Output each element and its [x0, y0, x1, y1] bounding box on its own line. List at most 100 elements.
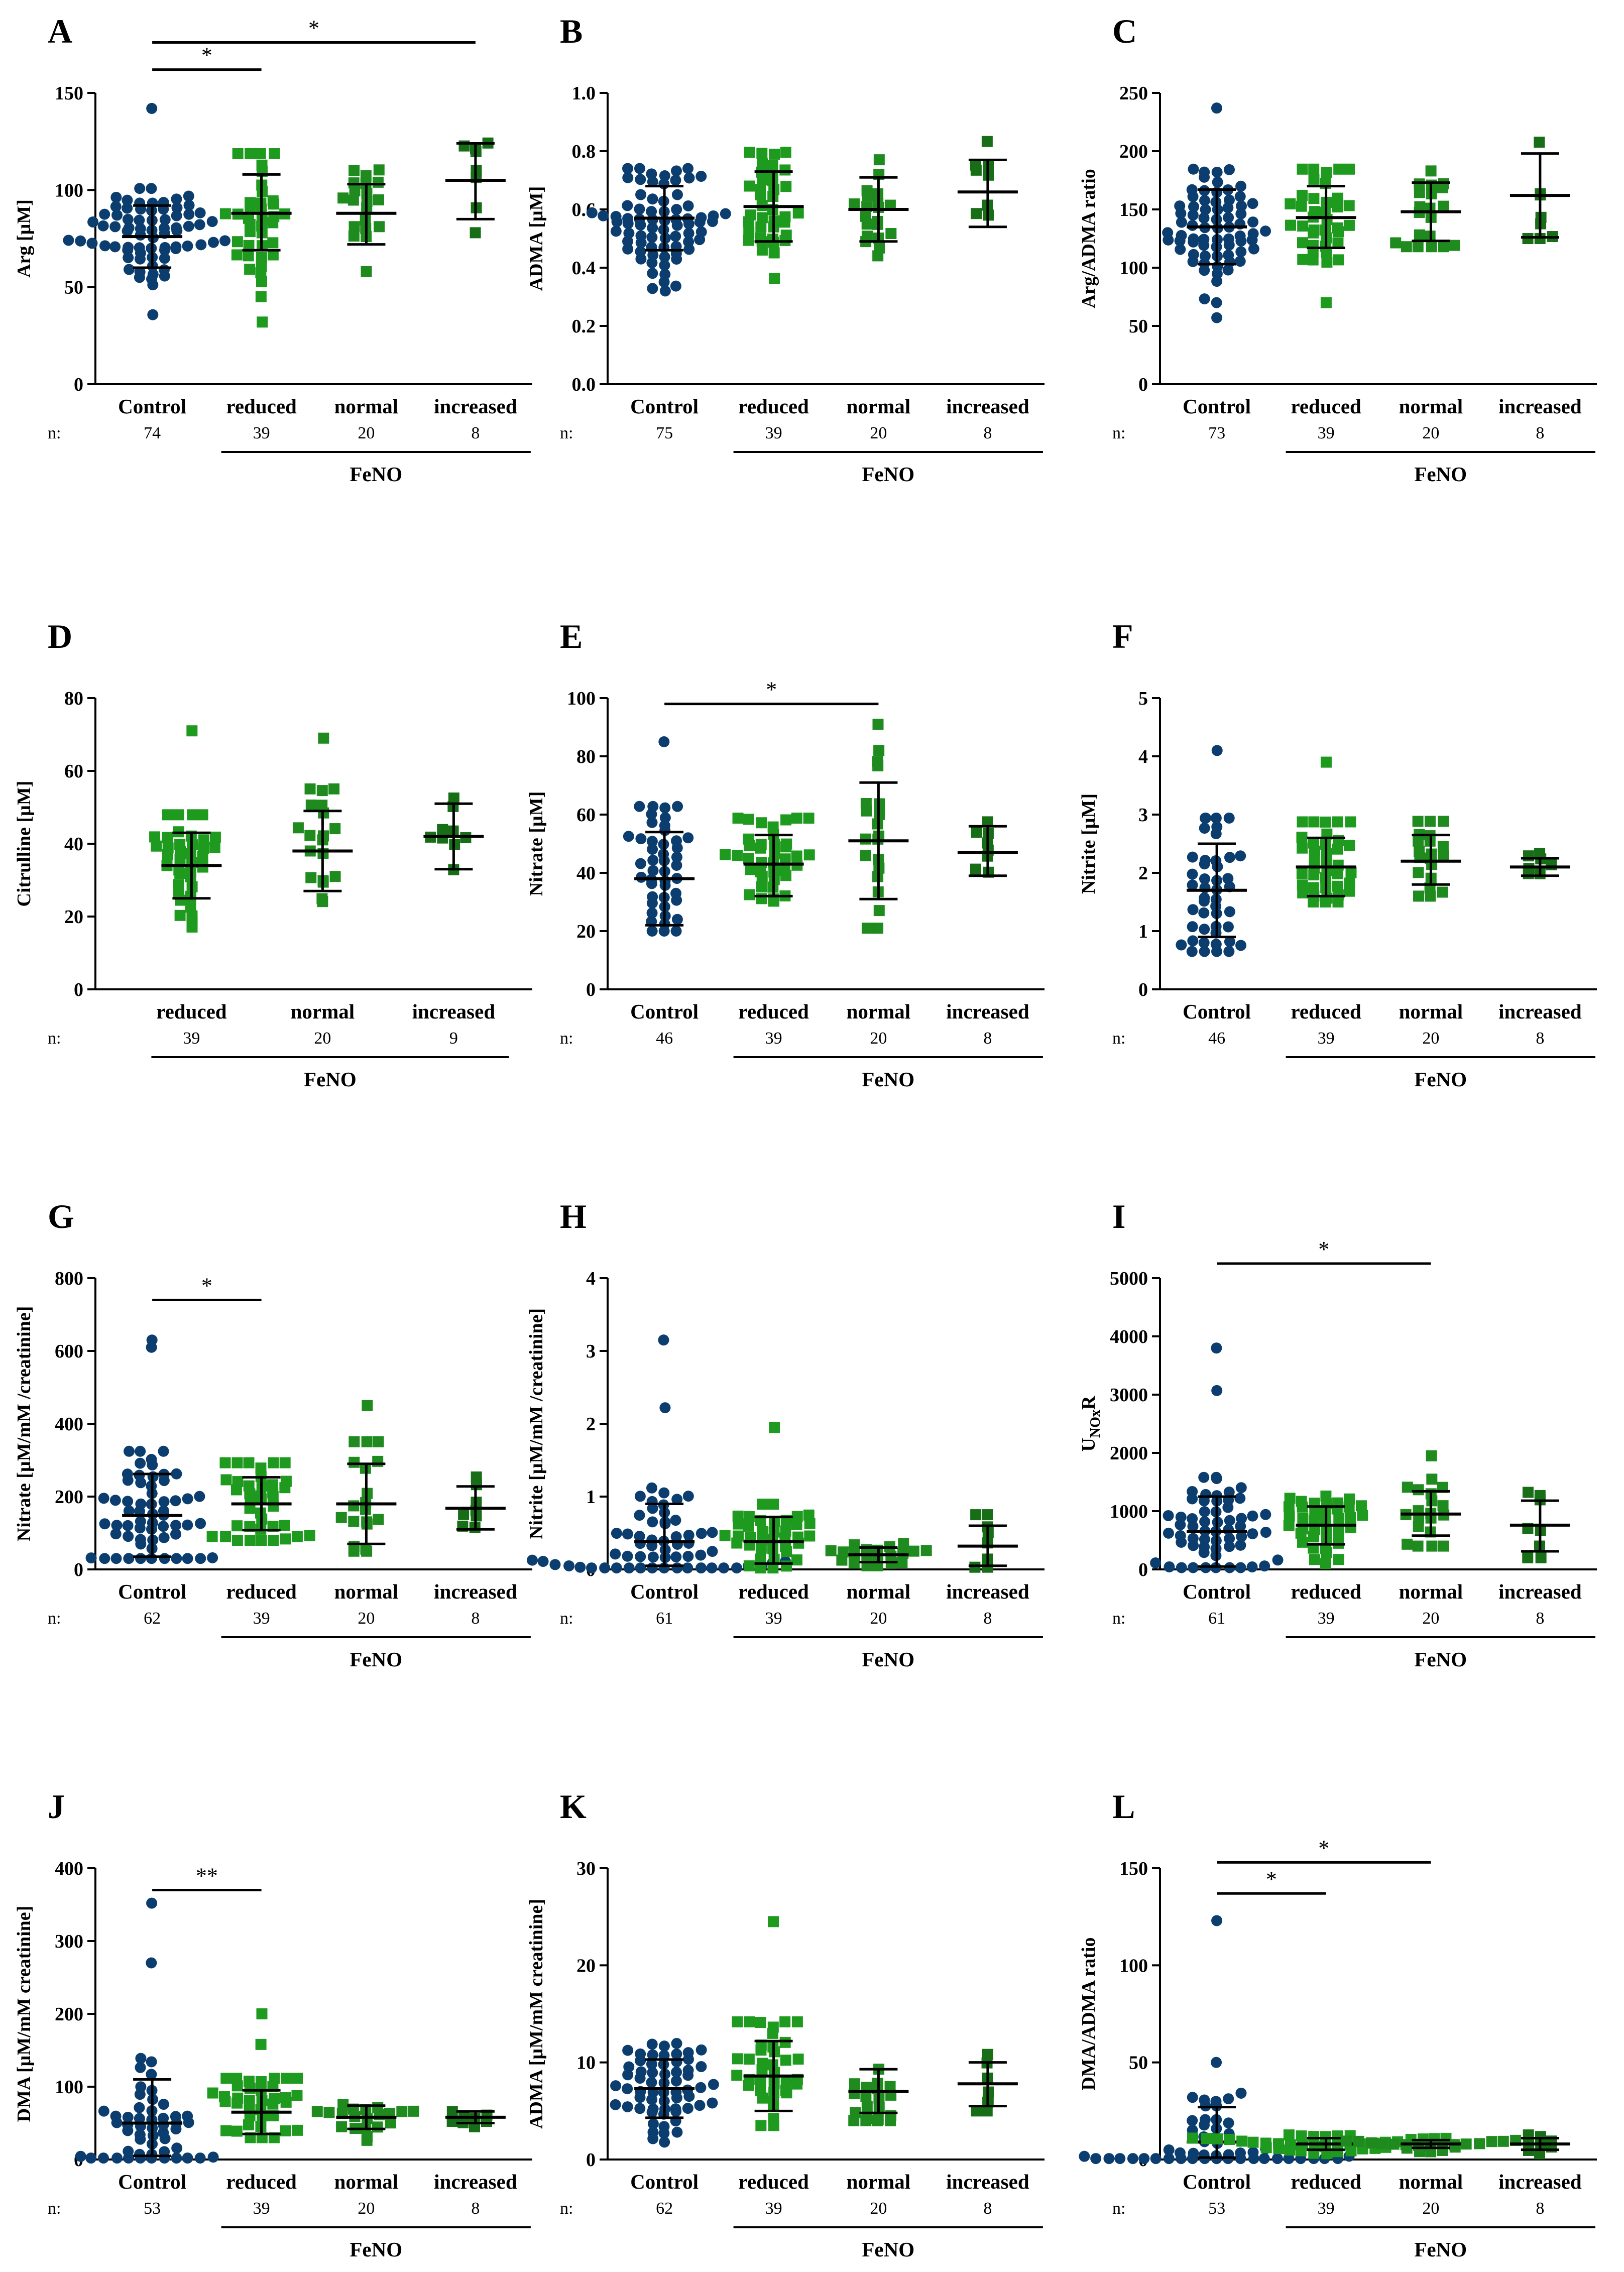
data-point [659, 285, 671, 297]
data-point [1188, 201, 1200, 212]
data-point [1332, 816, 1343, 828]
data-point [1187, 1562, 1199, 1573]
data-point [1212, 176, 1223, 188]
y-axis-label: DMA [µM/mM creatinine] [14, 1906, 35, 2122]
data-point [1235, 1562, 1246, 1573]
category-label: increased [434, 395, 517, 418]
data-point [1247, 2146, 1259, 2158]
data-point [123, 222, 135, 234]
data-point [323, 2107, 335, 2118]
data-point [825, 1545, 837, 1556]
category-label: normal [1399, 1000, 1463, 1023]
data-point [1333, 1554, 1344, 1565]
n-value: 39 [253, 424, 270, 442]
data-point [707, 1546, 718, 1557]
data-point [162, 809, 173, 821]
n-value: 20 [1422, 1609, 1439, 1628]
data-point [170, 1495, 181, 1507]
data-point [244, 1503, 256, 1514]
data-point [1460, 2138, 1472, 2150]
data-point [791, 850, 802, 862]
data-point [219, 1457, 231, 1468]
data-point [1211, 312, 1223, 323]
data-point [1164, 1561, 1175, 1572]
data-point [1103, 2153, 1115, 2165]
data-point [719, 1530, 731, 1541]
data-point [123, 1505, 135, 1517]
data-point [720, 849, 731, 860]
data-point [743, 2054, 755, 2065]
data-point [646, 907, 658, 919]
data-point [622, 236, 634, 247]
data-point [755, 221, 767, 233]
data-point [658, 1334, 669, 1346]
data-point [245, 148, 256, 159]
data-point [670, 1551, 682, 1563]
data-point [872, 719, 884, 730]
category-label: Control [118, 395, 186, 418]
data-point [97, 220, 109, 232]
y-tick-label: 50 [1129, 2053, 1148, 2074]
data-point [109, 241, 121, 253]
data-point [123, 1553, 135, 1564]
data-point [781, 838, 792, 850]
data-point [1297, 237, 1308, 249]
n-value: 20 [870, 2199, 887, 2218]
data-point [146, 102, 158, 114]
y-tick-label: 0.4 [572, 258, 596, 279]
data-point [110, 191, 122, 203]
y-tick-label: 40 [64, 834, 83, 855]
data-point [134, 183, 146, 194]
data-point [781, 1560, 792, 1572]
y-axis-label: ADMA [µM/mM creatinine] [526, 1899, 547, 2129]
data-point [1413, 1521, 1424, 1532]
n-value: 75 [656, 424, 673, 442]
data-point [173, 879, 184, 890]
data-point [1413, 1484, 1424, 1496]
data-point [1308, 2131, 1320, 2142]
data-point [1138, 2153, 1150, 2165]
data-point [110, 2110, 122, 2122]
data-point [635, 230, 647, 242]
data-point [170, 241, 182, 253]
data-point [360, 170, 372, 182]
data-point [1236, 2135, 1248, 2147]
data-point [1426, 1450, 1437, 1461]
n-value: 74 [144, 424, 161, 442]
data-point [1235, 1539, 1246, 1551]
y-tick-label: 400 [55, 1858, 83, 1879]
data-point [1308, 816, 1320, 828]
n-label: n: [1112, 1029, 1125, 1048]
data-point [1534, 848, 1546, 859]
n-value: 46 [656, 1029, 673, 1048]
y-tick-label: 2 [586, 1414, 596, 1435]
data-point [732, 1510, 744, 1522]
data-point [732, 2016, 743, 2027]
panel-label: F [1112, 617, 1133, 655]
n-value: 20 [358, 1609, 375, 1628]
data-point [373, 164, 385, 176]
data-point [731, 2070, 743, 2081]
data-point [244, 1535, 256, 1546]
data-point [670, 231, 681, 242]
data-point [622, 172, 634, 183]
y-axis-label: UNOxR [1078, 1396, 1103, 1451]
data-point [337, 192, 349, 204]
n-label: n: [48, 2199, 61, 2218]
data-point [610, 1548, 621, 1560]
y-tick-label: 200 [55, 2004, 83, 2025]
data-point [1186, 184, 1198, 195]
data-point [872, 756, 883, 767]
data-point [1199, 2094, 1210, 2106]
y-tick-label: 50 [64, 277, 83, 298]
data-point [122, 1468, 133, 1480]
data-point [349, 165, 360, 176]
data-point [170, 1520, 182, 1531]
data-point [158, 264, 170, 276]
data-point [1236, 200, 1247, 212]
y-tick-label: 100 [1119, 258, 1148, 279]
data-point [743, 1560, 755, 1571]
data-point [1285, 219, 1297, 231]
data-point [634, 1491, 646, 1502]
data-point [171, 1468, 182, 1480]
